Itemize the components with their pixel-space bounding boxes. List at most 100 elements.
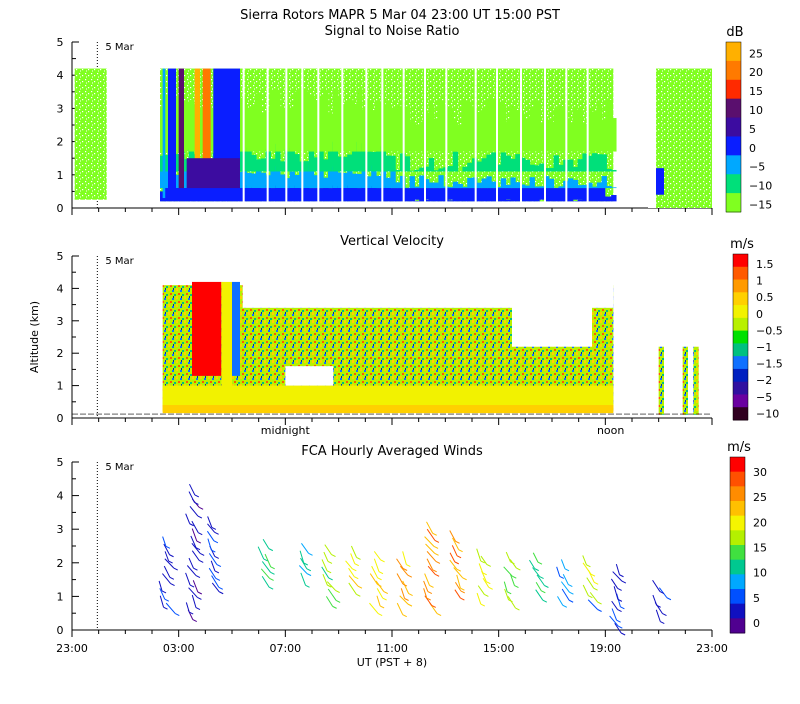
wind-barb <box>455 590 461 598</box>
wind-barb <box>372 566 378 578</box>
vv-late-column <box>683 347 688 415</box>
colorbar-swatch <box>733 267 748 280</box>
colorbar-swatch <box>726 99 741 118</box>
snr-band-cell <box>294 175 299 188</box>
snr-band-cell <box>510 177 515 188</box>
wind-barb-flag <box>403 615 407 617</box>
snr-band-cell <box>256 93 261 151</box>
snr-band-cell <box>410 171 415 172</box>
wind-barb-flag <box>594 588 598 590</box>
wind-barb <box>506 552 510 562</box>
snr-band-cell <box>453 152 458 172</box>
snr-band-cell <box>525 160 530 172</box>
snr-gap <box>544 65 546 204</box>
colorbar-swatch <box>733 369 748 382</box>
wind-barb-flag <box>569 592 573 594</box>
snr-band-cell <box>573 180 578 188</box>
colorbar-swatch <box>726 61 741 80</box>
snr-band-cell <box>309 150 314 171</box>
wind-barb-flag <box>598 602 602 604</box>
wind-barb <box>588 600 597 610</box>
wind-barb <box>450 560 457 569</box>
snr-band-cell <box>606 169 611 171</box>
colorbar-swatch <box>733 280 748 293</box>
wind-barb-flag <box>617 620 621 622</box>
snr-band-cell <box>246 108 251 151</box>
wind-barb-flag <box>434 546 438 548</box>
snr-band-cell <box>462 187 467 188</box>
x-axis-label: UT (PST + 8) <box>357 656 427 669</box>
colorbar-swatch <box>733 382 748 395</box>
wind-barb <box>481 556 487 564</box>
colorbar-label: 15 <box>749 85 763 98</box>
snr-band-cell <box>429 158 434 171</box>
wind-barb <box>653 595 657 605</box>
colorbar-swatch <box>726 80 741 99</box>
y-tick-label: 0 <box>57 202 64 215</box>
colorbar-swatch <box>730 604 745 619</box>
snr-band-cell <box>501 178 506 188</box>
wind-barb-flag <box>378 614 382 616</box>
vv-plot <box>72 279 712 415</box>
snr-band-cell <box>525 186 530 188</box>
snr-low-layer <box>165 188 605 200</box>
colorbar-swatch <box>733 292 748 305</box>
snr-band-cell <box>390 109 395 152</box>
snr-band-cell <box>352 104 357 152</box>
snr-band-cell <box>386 101 391 152</box>
snr-band-cell <box>328 169 333 188</box>
wind-barb <box>616 564 619 575</box>
snr-band-cell <box>558 106 563 152</box>
snr-band-cell <box>434 119 439 152</box>
wind-barb-flag <box>198 516 202 518</box>
wind-barb <box>301 573 306 585</box>
y-tick-label: 4 <box>57 282 64 295</box>
snr-band-cell <box>434 170 439 171</box>
panel-title: FCA Hourly Averaged Winds <box>301 444 483 459</box>
wind-barb-flag <box>269 587 273 589</box>
wind-barb <box>211 561 215 571</box>
colorbar-label: 1.5 <box>756 258 774 271</box>
vv-late-column <box>659 347 664 415</box>
snr-band-cell <box>386 178 391 188</box>
snr-band-cell <box>592 187 597 188</box>
wind-barb-flag <box>193 620 197 622</box>
snr-gap <box>267 65 269 204</box>
wind-barb-flag <box>563 605 567 607</box>
snr-band-cell <box>438 168 443 171</box>
wind-barb-flag <box>333 606 337 608</box>
snr-band-cell <box>414 125 419 152</box>
wind-barb-flag <box>435 574 439 576</box>
snr-band-cell <box>486 176 491 188</box>
snr-band-cell <box>515 182 520 188</box>
snr-band-cell <box>290 109 295 152</box>
snr-band-cell <box>491 152 496 171</box>
snr-plot <box>75 65 712 208</box>
snr-band-cell <box>554 155 559 171</box>
snr-gap <box>587 65 589 204</box>
wind-barb-flag <box>352 569 356 571</box>
wind-barb <box>208 539 211 550</box>
colorbar-label: 5 <box>749 123 756 136</box>
wind-barb <box>533 553 538 562</box>
wind-barb-flag <box>199 507 203 509</box>
snr-band-cell <box>611 187 616 188</box>
wind-barb-flag <box>197 541 201 543</box>
wind-barb-flag <box>171 584 175 586</box>
wind-barb-flag <box>174 568 178 570</box>
snr-band-cell <box>597 182 602 188</box>
snr-gap <box>301 65 303 204</box>
vv-blank-top <box>243 279 614 308</box>
wind-barb <box>374 559 379 572</box>
wind-barb-flag <box>618 588 622 590</box>
wind-barb-flag <box>622 581 626 583</box>
colorbar-label: 20 <box>749 66 763 79</box>
wind-barb-flag <box>565 569 569 571</box>
snr-band-cell <box>554 109 559 151</box>
wind-barb-flag <box>620 607 624 609</box>
wind-barb-flag <box>540 577 544 579</box>
snr-band-cell <box>410 121 415 151</box>
wind-barb <box>192 529 197 542</box>
snr-band-cell <box>438 100 443 151</box>
wind-barb-flag <box>162 591 166 593</box>
